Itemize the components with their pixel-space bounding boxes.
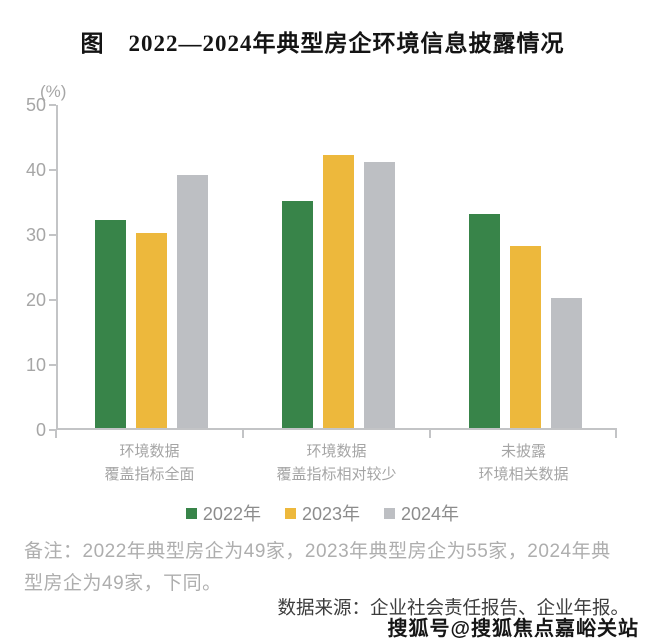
x-tick-mark <box>242 430 244 438</box>
category-label-line: 环境数据 <box>306 443 367 460</box>
legend-label: 2024年 <box>401 504 460 524</box>
y-tick-mark <box>49 104 56 106</box>
y-tick-label: 20 <box>25 290 46 310</box>
y-tick-label: 0 <box>35 420 46 440</box>
legend-label: 2022年 <box>202 504 261 524</box>
y-tick-mark <box>49 299 56 301</box>
category-label: 环境数据覆盖指标相对较少 <box>243 440 430 486</box>
note-text: 备注：2022年典型房企为49家，2023年典型房企为55家，2024年典型房企… <box>24 541 611 594</box>
y-tick-label: 10 <box>25 355 46 375</box>
legend-swatch <box>185 507 197 519</box>
y-tick-mark <box>49 364 56 366</box>
category-label: 环境数据覆盖指标全面 <box>56 440 243 486</box>
bar <box>177 174 208 428</box>
legend-swatch <box>284 507 296 519</box>
y-tick-mark <box>49 234 56 236</box>
bar <box>510 246 541 428</box>
category-label-line: 环境数据 <box>119 443 180 460</box>
y-tick-mark <box>49 169 56 171</box>
legend-swatch <box>384 507 396 519</box>
y-tick-label: 50 <box>25 95 46 115</box>
bar <box>551 298 582 428</box>
bar <box>364 161 395 428</box>
category-label-line: 覆盖指标全面 <box>104 466 195 483</box>
category-label-line: 未披露 <box>500 443 546 460</box>
chart-title: 图 2022—2024年典型房企环境信息披露情况 <box>80 31 565 56</box>
y-axis-unit-label: (%) <box>40 82 67 101</box>
y-tick-label: 30 <box>25 225 46 245</box>
category-label-line: 覆盖指标相对较少 <box>276 466 397 483</box>
legend-item: 2022年 <box>185 500 261 526</box>
x-tick-mark <box>429 430 431 438</box>
bar <box>282 200 313 428</box>
legend-item: 2024年 <box>384 500 459 526</box>
legend: 2022年 2023年 2024年 <box>0 500 645 526</box>
bar <box>95 220 126 428</box>
plot-area <box>56 105 617 430</box>
bar <box>323 155 354 428</box>
source-text: 数据来源：企业社会责任报告、企业年报。 <box>277 597 629 618</box>
bar <box>136 233 167 428</box>
x-tick-mark <box>615 430 617 438</box>
category-label: 未披露 环境相关数据 <box>430 440 617 486</box>
y-tick-mark <box>49 429 56 431</box>
watermark: 搜狐号@搜狐焦点嘉峪关站 <box>387 618 639 640</box>
bar <box>469 213 500 428</box>
legend-label: 2023年 <box>301 504 361 524</box>
legend-item: 2023年 <box>284 500 361 526</box>
x-tick-mark <box>55 430 57 438</box>
category-label-line: 环境相关数据 <box>478 466 569 483</box>
y-tick-label: 40 <box>25 160 46 180</box>
